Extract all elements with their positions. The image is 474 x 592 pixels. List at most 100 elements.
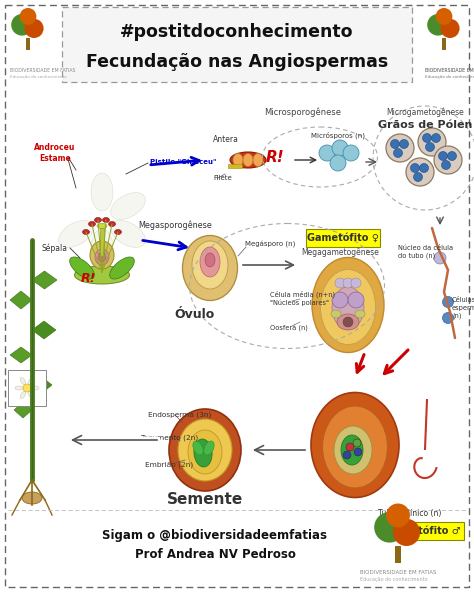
Polygon shape (32, 377, 52, 393)
Text: Núcleo da célula
do tubo (n): Núcleo da célula do tubo (n) (398, 245, 453, 259)
Ellipse shape (331, 310, 341, 318)
Text: Prof Andrea NV Pedroso: Prof Andrea NV Pedroso (135, 549, 295, 561)
Polygon shape (26, 38, 30, 50)
Ellipse shape (109, 221, 116, 227)
Polygon shape (10, 291, 32, 309)
Text: BIODIVERSIDADE EM FATIAS: BIODIVERSIDADE EM FATIAS (425, 67, 474, 72)
Circle shape (393, 149, 402, 157)
Text: #postitdoconhecimento: #postitdoconhecimento (120, 23, 354, 41)
Ellipse shape (253, 153, 263, 166)
Ellipse shape (15, 386, 23, 390)
Ellipse shape (341, 435, 363, 465)
Text: Tubo polínico (n): Tubo polínico (n) (378, 509, 442, 517)
Bar (228, 164, 242, 168)
Circle shape (346, 443, 354, 451)
Ellipse shape (200, 247, 220, 277)
Text: Microgametogênese: Microgametogênese (386, 107, 464, 117)
Circle shape (11, 14, 33, 36)
Polygon shape (14, 402, 32, 418)
Ellipse shape (22, 492, 42, 504)
Text: Megasporogênese: Megasporogênese (138, 220, 212, 230)
Text: BIODIVERSIDADE EM FATIAS: BIODIVERSIDADE EM FATIAS (360, 570, 437, 574)
Ellipse shape (20, 391, 26, 398)
Polygon shape (32, 271, 57, 289)
Text: Gametófito ♀: Gametófito ♀ (307, 233, 379, 243)
Circle shape (441, 160, 450, 169)
Text: Megagametogênese: Megagametogênese (301, 247, 379, 257)
Ellipse shape (194, 439, 212, 467)
Circle shape (406, 158, 434, 186)
Polygon shape (394, 546, 401, 563)
Circle shape (348, 292, 364, 308)
Circle shape (386, 504, 410, 527)
Ellipse shape (28, 378, 34, 385)
Circle shape (393, 519, 420, 546)
Circle shape (343, 278, 353, 288)
Circle shape (440, 19, 460, 38)
Ellipse shape (82, 230, 90, 234)
Text: Educação do conhecimento: Educação do conhecimento (10, 75, 67, 79)
Bar (100, 228, 104, 256)
Circle shape (386, 134, 414, 162)
Ellipse shape (97, 224, 107, 229)
Ellipse shape (98, 253, 106, 262)
Ellipse shape (332, 287, 364, 329)
Ellipse shape (169, 409, 241, 491)
Circle shape (374, 512, 405, 543)
Text: R!: R! (80, 272, 96, 285)
Text: Educação do conhecimento: Educação do conhecimento (360, 578, 428, 583)
Text: R!: R! (265, 150, 284, 166)
Ellipse shape (322, 406, 388, 488)
Text: Micrósporos (n): Micrósporos (n) (311, 131, 365, 139)
Circle shape (343, 145, 359, 161)
Circle shape (434, 252, 446, 264)
Ellipse shape (115, 230, 121, 234)
Ellipse shape (59, 221, 93, 247)
Circle shape (443, 313, 454, 323)
Circle shape (427, 14, 449, 36)
Ellipse shape (243, 153, 253, 166)
Text: Educação do conhecimento: Educação do conhecimento (425, 75, 474, 79)
Circle shape (431, 134, 440, 143)
Text: Óvulo: Óvulo (175, 308, 215, 321)
Text: Grãos de Pólen: Grãos de Pólen (378, 120, 472, 130)
Circle shape (330, 155, 346, 171)
Ellipse shape (311, 392, 399, 497)
Circle shape (410, 163, 419, 172)
Polygon shape (10, 347, 32, 363)
Polygon shape (442, 38, 447, 50)
Ellipse shape (312, 258, 384, 352)
Circle shape (319, 145, 335, 161)
Ellipse shape (90, 241, 114, 269)
Ellipse shape (91, 173, 113, 211)
Circle shape (418, 128, 446, 156)
Circle shape (434, 146, 462, 174)
Ellipse shape (178, 419, 232, 481)
Circle shape (343, 317, 353, 327)
Ellipse shape (205, 253, 215, 267)
Ellipse shape (109, 257, 134, 279)
Circle shape (332, 140, 348, 156)
Circle shape (422, 134, 431, 143)
Text: Filete: Filete (213, 175, 232, 181)
Ellipse shape (91, 229, 113, 267)
Text: Pistilo "Gineceu": Pistilo "Gineceu" (150, 159, 217, 165)
Ellipse shape (102, 217, 109, 223)
FancyBboxPatch shape (384, 522, 464, 540)
Circle shape (426, 143, 435, 152)
Ellipse shape (110, 192, 146, 220)
Circle shape (438, 152, 447, 160)
Text: Célula média (n+n)
"Núcleos polares": Célula média (n+n) "Núcleos polares" (270, 291, 335, 305)
Ellipse shape (337, 314, 359, 330)
Text: Semente: Semente (167, 493, 243, 507)
Circle shape (351, 278, 361, 288)
Text: Tegumento (2n): Tegumento (2n) (140, 435, 198, 441)
Ellipse shape (355, 310, 365, 318)
Ellipse shape (70, 257, 94, 279)
Circle shape (443, 297, 454, 307)
Circle shape (335, 278, 345, 288)
Text: Antera: Antera (213, 136, 239, 144)
Ellipse shape (182, 236, 237, 301)
Circle shape (400, 140, 409, 149)
Text: Gametófito ♂: Gametófito ♂ (387, 526, 461, 536)
